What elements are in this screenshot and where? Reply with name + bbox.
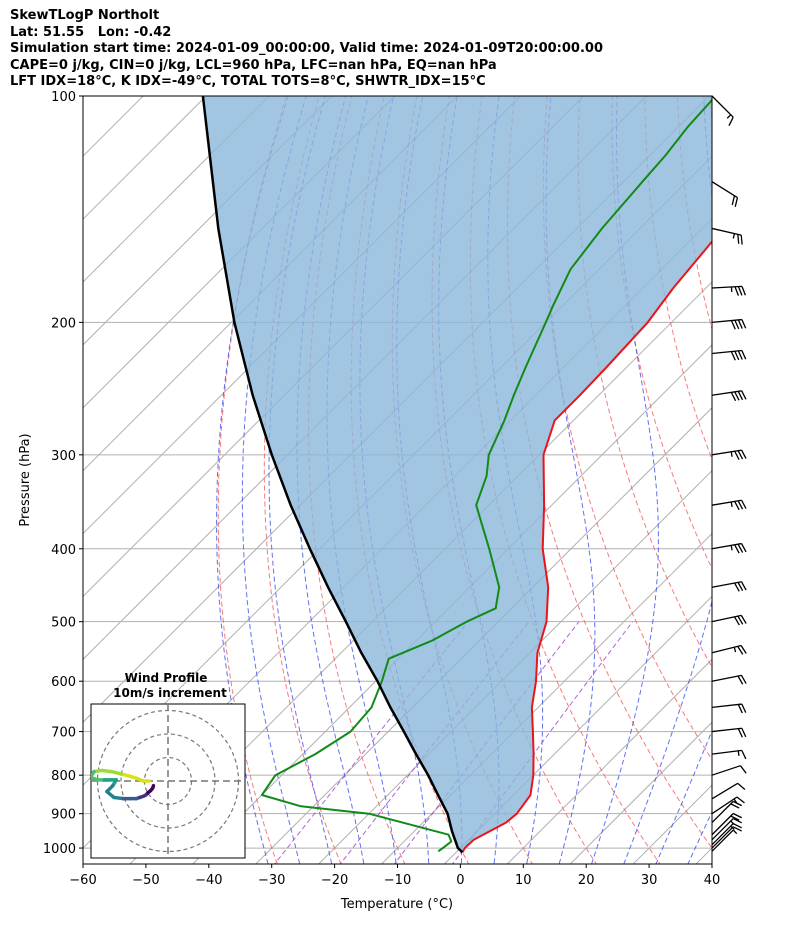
y-tick-label: 500	[51, 616, 76, 631]
moist-adiabat	[712, 62, 794, 880]
wind-barb	[711, 826, 742, 849]
header-station: SkewTLogP Northolt	[10, 8, 160, 23]
wind-barb	[711, 349, 747, 361]
wind-barb	[711, 782, 746, 800]
x-tick-label: 40	[704, 873, 721, 888]
wind-barb	[711, 765, 747, 776]
wind-barb	[711, 674, 747, 685]
x-tick-label: 20	[578, 873, 595, 888]
wind-barb	[711, 449, 747, 460]
header-times: Simulation start time: 2024-01-09_00:00:…	[10, 41, 603, 56]
isotherm--40	[192, 344, 712, 864]
wind-barb	[711, 390, 747, 402]
wind-barb	[711, 542, 747, 554]
isotherm-20	[569, 721, 712, 864]
wind-barb	[711, 285, 747, 296]
x-tick-label: 0	[456, 873, 464, 888]
dewpoint-line	[260, 98, 712, 853]
wind-barb	[711, 644, 747, 655]
wind-barb	[711, 812, 742, 836]
wind-barb	[711, 796, 745, 815]
isotherm-50	[744, 62, 794, 880]
x-tick-label: 10	[515, 873, 532, 888]
isotherm--150	[83, 96, 270, 283]
header-indices-2: LFT IDX=18°C, K IDX=-49°C, TOTAL TOTS=8°…	[10, 74, 486, 89]
isotherm--30	[255, 407, 712, 864]
y-axis-ticks: 100 200 300 400 500 600 700 800 900 1000	[43, 90, 83, 857]
mixing-ratio-line	[451, 621, 633, 864]
y-tick-label: 800	[51, 769, 76, 784]
x-tick-label: −40	[195, 873, 222, 888]
header-indices-1: CAPE=0 j/kg, CIN=0 j/kg, LCL=960 hPa, LF…	[10, 57, 497, 73]
hodograph-title: Wind Profile	[125, 671, 208, 685]
moist-adiabat	[487, 96, 544, 864]
moist-adiabat	[545, 96, 596, 864]
y-tick-label: 300	[51, 449, 76, 464]
hodograph-trace-segment	[150, 783, 156, 790]
parcel-path-line	[201, 96, 464, 854]
wind-barbs	[711, 95, 747, 852]
wind-barb	[711, 318, 747, 330]
x-tick-label: 30	[641, 873, 658, 888]
wind-barb	[711, 818, 742, 841]
dry-adiabat	[772, 62, 794, 880]
wind-barb	[711, 800, 742, 824]
wind-barb	[711, 829, 738, 852]
y-tick-label: 200	[51, 316, 76, 331]
hodograph-inset: Wind Profile 10m/s increment	[90, 671, 246, 859]
wind-barb	[711, 95, 734, 126]
wind-barb	[711, 581, 747, 592]
wind-barb	[711, 181, 739, 207]
x-axis-label: Temperature (°C)	[340, 897, 453, 912]
profile-lines	[201, 96, 712, 854]
header-location: Lat: 51.55 Lon: -0.42	[10, 24, 172, 40]
wind-barb	[711, 822, 742, 846]
x-tick-label: −60	[69, 873, 96, 888]
dry-adiabat	[740, 62, 794, 880]
wind-barb	[711, 749, 747, 760]
y-axis-label: Pressure (hPa)	[18, 433, 33, 526]
dry-adiabat	[263, 96, 342, 864]
moist-adiabat	[326, 96, 397, 864]
hodograph-subtitle: 10m/s increment	[113, 686, 227, 700]
dry-adiabat	[709, 96, 712, 127]
x-tick-label: −50	[132, 873, 159, 888]
moist-adiabat	[216, 96, 289, 864]
y-tick-label: 700	[51, 726, 76, 741]
moist-adiabat	[655, 729, 712, 864]
wind-barb	[711, 727, 747, 738]
moist-adiabat	[687, 810, 712, 864]
temperature-line	[461, 239, 712, 853]
wind-barb	[711, 614, 747, 626]
wind-barb	[711, 499, 747, 511]
x-tick-label: −30	[258, 873, 285, 888]
moist-adiabat	[623, 96, 712, 864]
chart-header: SkewTLogP Northolt Lat: 51.55 Lon: -0.42 S…	[10, 8, 603, 91]
x-axis-ticks: −60 −50 −40 −30 −20 −10 0 10 20 30 40	[69, 864, 720, 888]
cape-fill-layer	[202, 96, 712, 853]
moist-adiabat	[591, 96, 659, 864]
isotherm--160	[83, 96, 207, 220]
x-tick-label: −10	[384, 873, 411, 888]
y-tick-label: 100	[51, 90, 76, 105]
cape-cin-fill	[202, 96, 712, 853]
y-tick-label: 600	[51, 675, 76, 690]
wind-barb	[711, 227, 743, 245]
isotherm-10	[506, 658, 712, 864]
y-tick-label: 1000	[43, 842, 76, 857]
y-tick-label: 900	[51, 808, 76, 823]
isotherm-0	[443, 595, 712, 864]
x-tick-label: −20	[321, 873, 348, 888]
dry-adiabat	[542, 96, 712, 761]
y-tick-label: 400	[51, 543, 76, 558]
wind-barb	[711, 703, 747, 714]
